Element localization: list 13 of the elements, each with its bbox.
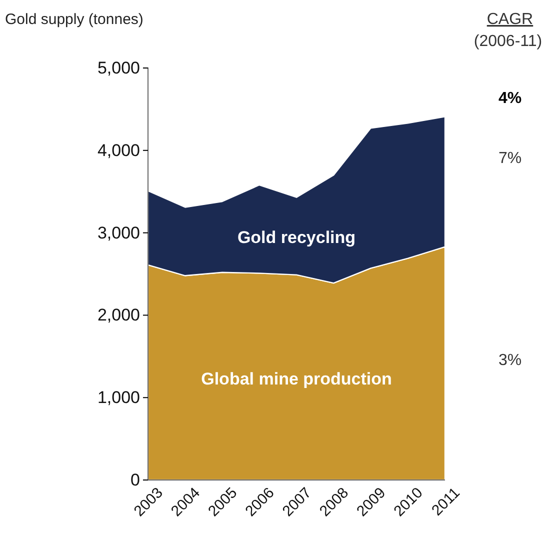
y-tick-label: 2,000	[97, 306, 140, 325]
y-tick-label: 0	[130, 470, 140, 490]
y-tick-label: 5,000	[97, 58, 140, 78]
chart-title: Gold supply (tonnes)	[5, 11, 144, 28]
y-tick-label: 4,000	[97, 140, 140, 160]
text: 3%	[498, 352, 522, 369]
text: 7%	[498, 150, 522, 167]
text: (2006-11)	[474, 33, 542, 50]
series-label: Gold recycling	[237, 228, 356, 248]
text: CAGR	[486, 11, 534, 28]
text: 4%	[498, 90, 522, 107]
y-tick-label: 3,000	[97, 223, 140, 242]
y-tick-label: 1,000	[97, 388, 140, 408]
